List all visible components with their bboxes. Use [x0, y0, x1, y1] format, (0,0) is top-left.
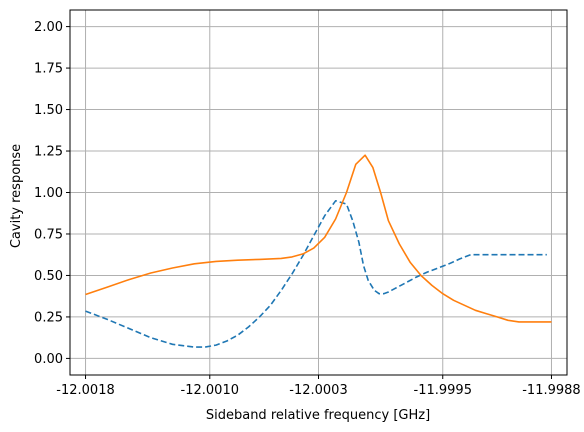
- grid: [70, 10, 567, 375]
- y-tick-label: 0.75: [34, 227, 63, 242]
- x-tick-label: -12.0003: [289, 383, 347, 398]
- x-tick-label: -12.0010: [181, 383, 239, 398]
- x-axis-label: Sideband relative frequency [GHz]: [206, 408, 430, 423]
- x-axis: -12.0018 -12.0010 -12.0003 -11.9995 -11.9988: [56, 375, 581, 398]
- series-line-2: [85, 154, 552, 323]
- y-tick-label: 1.50: [34, 103, 63, 118]
- y-tick-label: 1.75: [34, 62, 63, 77]
- y-tick-label: 0.50: [34, 269, 63, 284]
- x-tick-label: -11.9995: [414, 383, 472, 398]
- y-tick-label: 1.00: [34, 186, 63, 201]
- series-line-1: [85, 200, 547, 348]
- y-axis: 0.00 0.25 0.50 0.75 1.00 1.25 1.50 1.75 2.00: [34, 20, 70, 367]
- y-tick-label: 0.00: [34, 352, 63, 367]
- y-tick-label: 1.25: [34, 145, 63, 160]
- y-tick-label: 2.00: [34, 20, 63, 35]
- y-axis-label: Cavity response: [9, 144, 24, 248]
- series-layer: [85, 154, 552, 348]
- y-tick-label: 0.25: [34, 310, 63, 325]
- x-tick-label: -11.9988: [522, 383, 580, 398]
- x-tick-label: -12.0018: [56, 383, 114, 398]
